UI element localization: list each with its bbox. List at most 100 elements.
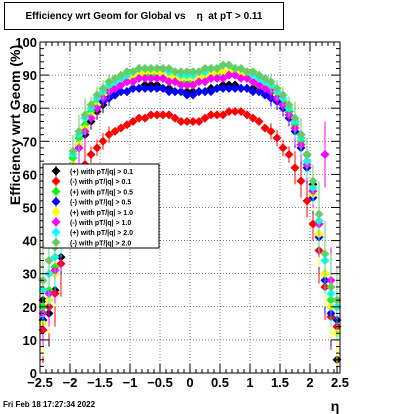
legend-label: (+) with pT/|q| > 2.0 xyxy=(70,230,133,237)
data-point xyxy=(284,100,294,110)
data-point xyxy=(182,90,192,100)
legend-marker xyxy=(51,217,61,227)
legend-label: (-) with pT/|q| > 1.0 xyxy=(70,220,131,227)
data-point xyxy=(236,83,246,93)
data-point xyxy=(110,90,120,100)
data-point xyxy=(200,113,210,123)
data-point xyxy=(248,113,258,123)
data-point xyxy=(218,60,228,70)
data-point xyxy=(116,123,126,133)
data-point xyxy=(188,90,198,100)
data-point xyxy=(116,80,126,90)
data-point xyxy=(98,136,108,146)
data-point xyxy=(242,67,252,77)
y-axis-label: Efficiency wrt Geom (%) xyxy=(7,45,23,205)
y-tick-label: 50 xyxy=(23,201,37,216)
timestamp-label: Fri Feb 18 17:27:34 2022 xyxy=(3,400,96,409)
data-point xyxy=(134,73,144,83)
data-point xyxy=(212,63,222,73)
data-point xyxy=(296,176,306,186)
x-tick-label: 0 xyxy=(186,375,193,390)
data-point xyxy=(122,87,132,97)
data-point xyxy=(200,87,210,97)
x-tick-label: 2 xyxy=(306,375,313,390)
data-point xyxy=(320,249,330,259)
y-tick-label: 100 xyxy=(15,35,37,50)
data-point xyxy=(98,83,108,93)
y-tick-label: 30 xyxy=(23,267,37,282)
data-point xyxy=(176,116,186,126)
legend-marker xyxy=(51,237,61,247)
data-point xyxy=(122,120,132,130)
data-point xyxy=(302,196,312,206)
data-point xyxy=(104,77,114,87)
data-point xyxy=(128,116,138,126)
data-point xyxy=(260,90,270,100)
data-point xyxy=(152,63,162,73)
data-point xyxy=(128,77,138,87)
data-point xyxy=(236,107,246,117)
x-tick-label: 1 xyxy=(246,375,253,390)
data-point xyxy=(320,150,330,160)
data-point xyxy=(164,63,174,73)
x-tick-label: −1.5 xyxy=(87,375,113,390)
data-point xyxy=(92,90,102,100)
data-point xyxy=(194,67,204,77)
legend-entry: (+) with pT/|q| > 1.0 xyxy=(51,206,133,217)
data-point xyxy=(266,77,276,87)
legend-marker xyxy=(51,197,61,207)
data-point xyxy=(218,83,228,93)
data-point xyxy=(260,83,270,93)
data-point xyxy=(140,63,150,73)
y-tick-label: 70 xyxy=(23,134,37,149)
legend-entry: (-) with pT/|q| > 2.0 xyxy=(51,237,131,248)
legend-label: (-) with pT/|q| > 0.1 xyxy=(70,179,131,186)
x-tick-label: −2.5 xyxy=(27,375,53,390)
legend-entry: (-) with pT/|q| > 1.0 xyxy=(51,217,131,227)
data-point xyxy=(68,146,78,156)
y-tick-label: 80 xyxy=(23,101,37,116)
data-point xyxy=(254,87,264,97)
data-point xyxy=(290,113,300,123)
data-point xyxy=(260,73,270,83)
data-point xyxy=(182,67,192,77)
data-point xyxy=(134,63,144,73)
y-tick-label: 20 xyxy=(23,300,37,315)
legend-marker xyxy=(51,207,61,217)
data-point xyxy=(80,110,90,120)
legend-entry: (+) with pT/|q| > 0.5 xyxy=(51,186,133,197)
data-point xyxy=(266,126,276,136)
legend-entry: (-) with pT/|q| > 0.5 xyxy=(51,196,131,207)
data-point xyxy=(170,87,180,97)
data-point xyxy=(242,73,252,83)
data-point xyxy=(176,87,186,97)
data-point xyxy=(110,83,120,93)
data-point xyxy=(314,209,324,219)
axis-ticks: −2.5 −2 −1.5 −1 −0.5 0 0.5 1 1.5 2 2.5 0 10 20 30 40 50 6… xyxy=(15,35,349,390)
data-point xyxy=(230,107,240,117)
data-point xyxy=(212,83,222,93)
data-point xyxy=(158,63,168,73)
data-point xyxy=(188,116,198,126)
data-point xyxy=(248,87,258,97)
legend-entry: (+) with pT/|q| > 0.1 xyxy=(51,166,133,176)
data-point xyxy=(110,73,120,83)
data-point xyxy=(254,116,264,126)
data-point xyxy=(218,110,228,120)
data-point xyxy=(146,83,156,93)
data-point xyxy=(308,176,318,186)
data-point xyxy=(302,150,312,160)
chart-title: Efficiency wrt Geom for Global vs η at p… xyxy=(4,2,284,30)
data-point xyxy=(74,126,84,136)
data-point xyxy=(158,73,168,83)
data-point xyxy=(230,63,240,73)
data-point xyxy=(254,70,264,80)
data-point xyxy=(308,219,318,229)
data-point xyxy=(206,63,216,73)
data-point xyxy=(170,113,180,123)
legend-entry: (-) with pT/|q| > 0.1 xyxy=(51,176,131,187)
data-point xyxy=(86,100,96,110)
data-point xyxy=(164,77,174,87)
data-point xyxy=(224,60,234,70)
